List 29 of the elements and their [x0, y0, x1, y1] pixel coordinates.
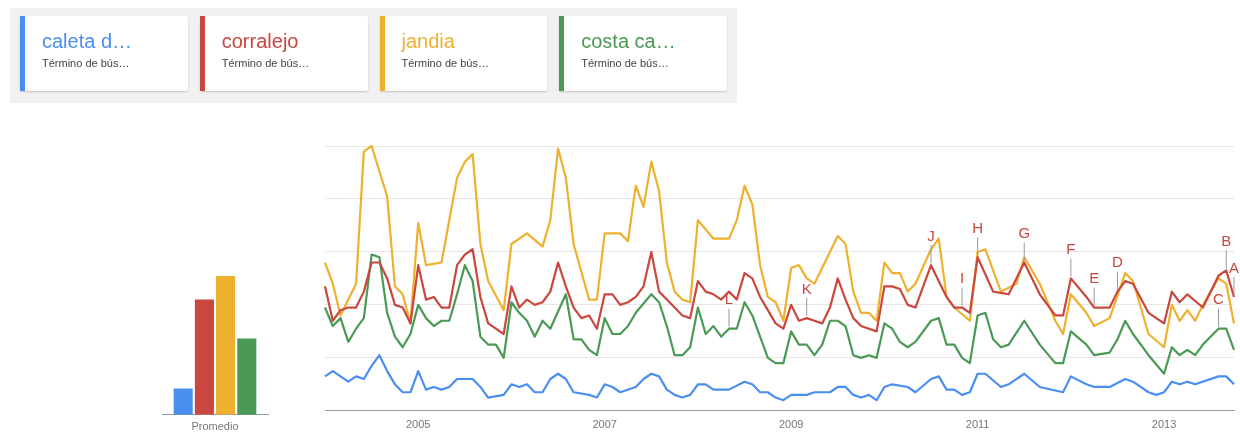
bar [237, 338, 257, 415]
text: caleta d… [42, 30, 134, 53]
x-tick-label: 2011 [965, 418, 990, 431]
text: Término de bús… [581, 57, 670, 69]
text: Término de bús… [221, 57, 311, 69]
x-tick-label: 2009 [778, 418, 804, 431]
x-tick-label: 2007 [592, 418, 617, 431]
text: Término de bús… [401, 57, 490, 69]
annotation: B [1221, 232, 1232, 250]
annotation: I [959, 269, 965, 287]
annotation: H [972, 218, 984, 236]
annotation: C [1213, 290, 1225, 308]
x-tick-label: 2005 [405, 418, 431, 431]
annotation: F [1066, 240, 1076, 258]
annotation: J [927, 226, 935, 244]
annotation: A [1228, 258, 1240, 276]
annotation: D [1112, 253, 1124, 271]
bar [194, 299, 214, 415]
x-tick-label: Promedio [191, 420, 239, 433]
text: Término de bús… [42, 57, 131, 69]
bar [173, 388, 193, 415]
text: jandia [401, 30, 456, 53]
annotation: K [801, 279, 812, 297]
annotation: E [1089, 269, 1100, 287]
x-tick-label: 2013 [1151, 418, 1177, 431]
annotation: G [1018, 224, 1031, 242]
bar [216, 276, 236, 415]
text: costa ca… [581, 30, 677, 53]
text: corralejo [221, 30, 300, 53]
